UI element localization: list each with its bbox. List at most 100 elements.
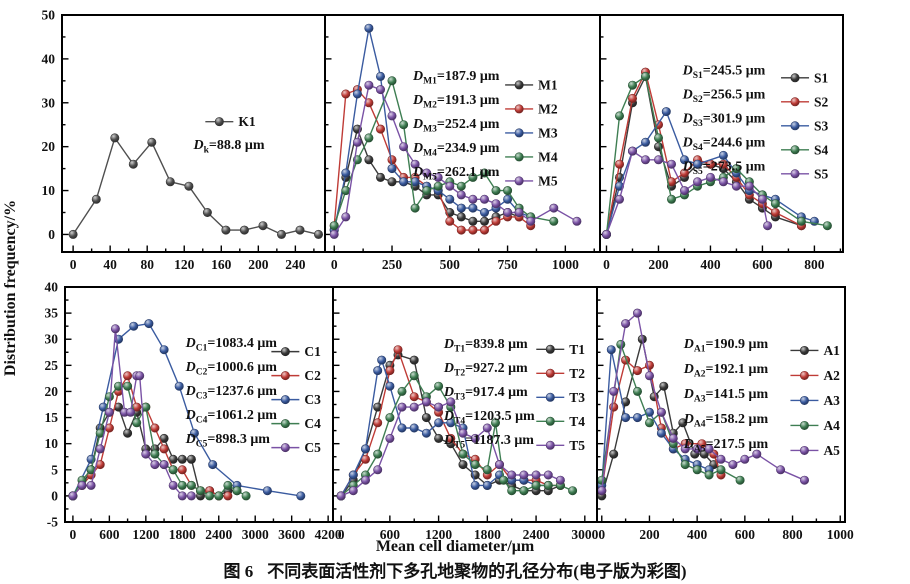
mean-diameter-annotation-M1: DM1=187.9 μm <box>412 69 500 87</box>
legend-marker-C1 <box>280 347 290 357</box>
mean-diameter-annotation-M2: DM2=191.3 μm <box>412 93 500 111</box>
x-tick-label: 80 <box>140 257 154 272</box>
x-tick-label: 1200 <box>132 527 159 542</box>
legend-label-C3: C3 <box>304 392 321 407</box>
series-markers-M5 <box>329 80 582 239</box>
legend-marker-A3 <box>799 395 809 405</box>
legend-label-T4: T4 <box>569 414 585 429</box>
mean-diameter-annotation-T3: DT3=917.4 μm <box>443 385 528 403</box>
mean-diameter-annotation-T1: DT1=839.8 μm <box>443 337 528 355</box>
y-tick-label: 30 <box>42 95 56 110</box>
series-markers-K1 <box>68 133 323 239</box>
panel-bottom-middle: 0 600 1200 1800 2400 3000 DT1=839.8 μm DT2=927.… <box>332 286 599 542</box>
legend-label-S4: S4 <box>814 142 829 157</box>
x-tick-label: 3600 <box>278 527 305 542</box>
x-tick-label: 250 <box>382 257 403 272</box>
legend-marker-M3 <box>514 128 524 138</box>
legend: T1 T2 T3 T4 T5 <box>536 342 585 453</box>
y-tick-label: 20 <box>42 139 56 154</box>
x-tick-label: 3000 <box>571 527 598 542</box>
legend-label-A4: A4 <box>823 418 840 433</box>
series-line-A5 <box>601 312 805 491</box>
plot-frame <box>599 14 844 253</box>
x-tick-label: 0 <box>598 527 605 542</box>
legend: K1 <box>205 114 256 129</box>
x-tick-label: 120 <box>174 257 195 272</box>
x-tick-label: 0 <box>70 527 77 542</box>
legend-marker-K1 <box>214 117 224 127</box>
x-tick-label: 1200 <box>425 527 452 542</box>
mean-diameter-annotation-S5: DS5=273.5 μm <box>682 159 766 177</box>
legend-marker-C3 <box>280 395 290 405</box>
x-tick-label: 800 <box>782 527 803 542</box>
mean-diameter-annotation-C5: DC5=898.3 μm <box>185 432 271 450</box>
legend-label-T2: T2 <box>569 366 585 381</box>
x-tick-label: 1800 <box>474 527 501 542</box>
x-tick-label: 160 <box>211 257 232 272</box>
legend-marker-S4 <box>790 145 800 155</box>
legend-label-S2: S2 <box>814 94 829 109</box>
mean-diameter-annotation-A1: DA1=190.9 μm <box>683 337 769 355</box>
mean-diameter-annotation-M3: DM3=252.4 μm <box>412 117 500 135</box>
legend-label-M3: M3 <box>538 125 558 140</box>
legend-marker-C2 <box>280 371 290 381</box>
legend-marker-A4 <box>799 420 809 430</box>
x-tick-label: 200 <box>648 257 669 272</box>
y-tick-label: 10 <box>45 436 59 451</box>
mean-diameter-annotation-A2: DA2=192.1 μm <box>683 362 769 380</box>
series-line-C5 <box>72 328 192 497</box>
panel-bottom-right: 0 200 400 600 800 1000 DA1=190.9 μm DA2=192.1 μ… <box>596 286 854 542</box>
legend-label-S3: S3 <box>814 118 829 133</box>
legend-marker-M4 <box>514 152 524 162</box>
mean-diameter-annotation-C3: DC3=1237.6 μm <box>185 384 278 402</box>
y-axis-label: Distribution frequency/% <box>2 200 19 376</box>
legend-marker-C5 <box>280 443 290 453</box>
x-tick-label: 0 <box>603 257 610 272</box>
legend-label-S1: S1 <box>814 70 829 85</box>
caption-text: 不同表面活性剂下多孔地聚物的孔径分布(电子版为彩图) <box>267 562 687 581</box>
y-tick-label: 30 <box>45 332 59 347</box>
mean-diameter-annotation-S3: DS3=301.9 μm <box>682 111 766 129</box>
y-tick-label: 40 <box>42 51 56 66</box>
legend-marker-T3 <box>545 392 555 402</box>
y-tick-label: 20 <box>45 384 59 399</box>
legend-marker-T1 <box>545 344 555 354</box>
legend-marker-A2 <box>799 370 809 380</box>
y-tick-label: 50 <box>42 8 56 23</box>
legend-label-C5: C5 <box>304 440 321 455</box>
mean-diameter-annotation-M4: DM4=234.9 μm <box>412 141 500 159</box>
legend-label-A2: A2 <box>823 368 840 383</box>
series-markers-T5 <box>336 397 565 501</box>
mean-diameter-annotation-C4: DC4=1061.2 μm <box>185 408 278 426</box>
x-tick-label: 600 <box>735 527 756 542</box>
x-tick-label: 200 <box>248 257 269 272</box>
y-tick-label: 15 <box>45 410 59 425</box>
x-tick-label: 2400 <box>523 527 550 542</box>
x-tick-label: 400 <box>687 527 708 542</box>
x-tick-label: 2400 <box>205 527 232 542</box>
legend-marker-S5 <box>790 169 800 179</box>
legend-label-A5: A5 <box>823 443 840 458</box>
x-tick-label: 0 <box>338 527 345 542</box>
legend-marker-S2 <box>790 97 800 107</box>
legend-label-C1: C1 <box>304 344 321 359</box>
legend-marker-A1 <box>799 345 809 355</box>
series-markers-M4 <box>329 76 559 231</box>
y-tick-label: -5 <box>47 515 58 530</box>
x-tick-label: 0 <box>70 257 77 272</box>
x-tick-label: 40 <box>103 257 117 272</box>
legend-marker-T4 <box>545 416 555 426</box>
y-tick-label: 35 <box>45 306 59 321</box>
mean-diameter-annotation-C1: DC1=1083.4 μm <box>185 336 278 354</box>
series-markers-S5 <box>601 146 773 239</box>
legend: C1 C2 C3 C4 C5 <box>271 344 321 455</box>
panel-top-right: 0 200 400 600 800 DS1=245.5 μm DS2=256.5 μm DS3… <box>599 14 844 272</box>
panel-bottom-left: 0 600 1200 1800 2400 3000 3600 4200 -5 0 5 10 15 20 25… <box>45 280 342 543</box>
legend-label-C2: C2 <box>304 368 321 383</box>
legend-label-S5: S5 <box>814 166 829 181</box>
legend-label-M5: M5 <box>538 173 558 188</box>
legend-marker-M5 <box>514 176 524 186</box>
legend-label-T1: T1 <box>569 342 585 357</box>
y-tick-label: 10 <box>42 183 56 198</box>
